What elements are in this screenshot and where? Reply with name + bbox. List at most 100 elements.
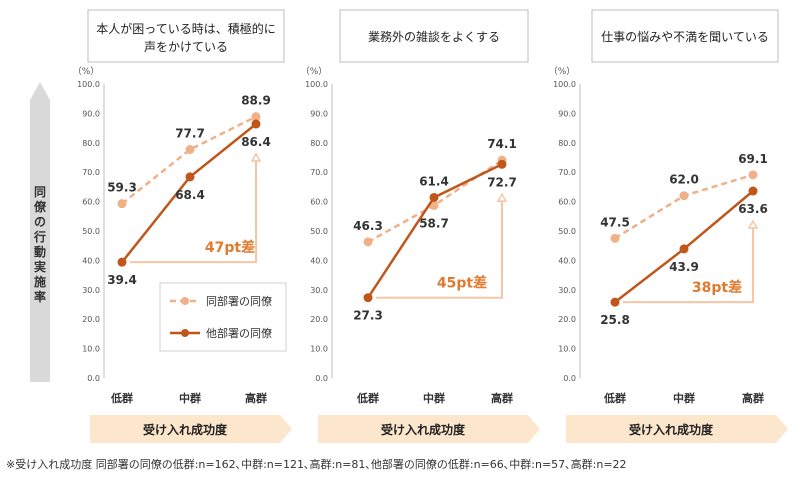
difference-arrow bbox=[376, 200, 503, 299]
y-tick-label: 100.0 bbox=[77, 80, 100, 89]
svg-text:業務外の雑談をよくする: 業務外の雑談をよくする bbox=[368, 29, 500, 44]
y-tick-label: 70.0 bbox=[558, 168, 576, 177]
difference-label: 45pt差 bbox=[437, 275, 487, 292]
difference-label: 47pt差 bbox=[205, 239, 255, 256]
y-tick-label: 60.0 bbox=[310, 198, 328, 207]
y-tick-label: 90.0 bbox=[558, 109, 576, 118]
svg-text:仕事の悩みや不満を聞いている: 仕事の悩みや不満を聞いている bbox=[601, 30, 769, 44]
data-point-other-dept bbox=[363, 293, 373, 303]
y-tick-label: 0.0 bbox=[315, 374, 328, 383]
data-label-other-dept: 25.8 bbox=[600, 313, 630, 327]
data-point-same-dept bbox=[117, 199, 127, 209]
y-axis-banner bbox=[30, 82, 50, 382]
svg-text:声をかけている: 声をかけている bbox=[144, 40, 228, 54]
legend-marker-same-dept bbox=[181, 297, 189, 305]
x-axis-title: 受け入れ成功度 bbox=[381, 422, 466, 437]
x-tick-label: 低群 bbox=[356, 391, 379, 405]
data-label-other-dept: 39.4 bbox=[107, 273, 137, 287]
y-tick-label: 40.0 bbox=[310, 256, 328, 265]
x-axis-banner bbox=[90, 415, 292, 443]
svg-text:率: 率 bbox=[34, 289, 46, 304]
panel-3: 仕事の悩みや不満を聞いている （%） 0.0 10.0 20.0 30.0 40.0 50.0… bbox=[549, 9, 788, 443]
data-point-same-dept bbox=[185, 145, 195, 155]
y-tick-label: 50.0 bbox=[82, 227, 100, 236]
data-point-other-dept bbox=[429, 192, 439, 202]
y-tick-label: 100.0 bbox=[553, 80, 576, 89]
data-label-other-dept: 61.4 bbox=[419, 174, 449, 188]
y-tick-label: 70.0 bbox=[310, 168, 328, 177]
svg-text:行: 行 bbox=[33, 229, 46, 244]
data-label-same-dept: 46.3 bbox=[353, 219, 383, 233]
x-tick-label: 低群 bbox=[110, 391, 133, 405]
svg-text:実: 実 bbox=[34, 259, 46, 274]
y-tick-label: 80.0 bbox=[558, 139, 576, 148]
x-tick-label: 中群 bbox=[673, 391, 695, 405]
y-tick-label: 0.0 bbox=[87, 374, 100, 383]
legend-label-other-dept: 他部署の同僚 bbox=[206, 326, 272, 340]
y-tick-label: 100.0 bbox=[305, 80, 328, 89]
data-label-other-dept: 27.3 bbox=[353, 309, 383, 323]
data-point-same-dept bbox=[748, 170, 758, 180]
data-label-other-dept: 63.6 bbox=[738, 202, 768, 216]
data-label-same-dept: 47.5 bbox=[600, 215, 630, 229]
svg-text:施: 施 bbox=[34, 274, 46, 289]
legend-marker-other-dept bbox=[181, 329, 189, 337]
y-tick-label: 30.0 bbox=[82, 286, 100, 295]
y-tick-label: 10.0 bbox=[558, 345, 576, 354]
x-tick-label: 高群 bbox=[245, 391, 267, 405]
y-tick-label: 70.0 bbox=[82, 168, 100, 177]
y-tick-label: 40.0 bbox=[82, 256, 100, 265]
data-label-same-dept: 62.0 bbox=[669, 173, 699, 187]
data-label-same-dept: 74.1 bbox=[487, 137, 517, 151]
data-label-other-dept: 72.7 bbox=[487, 175, 517, 189]
x-tick-label: 中群 bbox=[179, 391, 201, 405]
y-tick-label: 10.0 bbox=[82, 345, 100, 354]
y-tick-label: 30.0 bbox=[558, 286, 576, 295]
y-tick-label: 80.0 bbox=[310, 139, 328, 148]
data-label-same-dept: 59.3 bbox=[107, 181, 137, 195]
y-tick-label: 90.0 bbox=[310, 109, 328, 118]
difference-arrow-head bbox=[496, 192, 508, 203]
svg-text:動: 動 bbox=[34, 244, 46, 259]
difference-arrow-head bbox=[250, 152, 262, 162]
y-tick-label: 0.0 bbox=[563, 374, 576, 383]
y-tick-label: 40.0 bbox=[558, 256, 576, 265]
data-label-same-dept: 58.7 bbox=[419, 216, 449, 230]
x-tick-label: 中群 bbox=[423, 391, 445, 405]
svg-text:僚: 僚 bbox=[33, 199, 47, 214]
data-point-other-dept bbox=[117, 257, 127, 267]
y-tick-label: 30.0 bbox=[310, 286, 328, 295]
data-point-other-dept bbox=[185, 172, 195, 182]
difference-label: 38pt差 bbox=[692, 279, 742, 296]
y-tick-label: 60.0 bbox=[558, 198, 576, 207]
y-tick-label: 90.0 bbox=[82, 109, 100, 118]
data-label-other-dept: 43.9 bbox=[669, 260, 699, 274]
x-axis-banner bbox=[566, 415, 788, 443]
y-tick-label: 20.0 bbox=[310, 315, 328, 324]
data-label-other-dept: 68.4 bbox=[175, 188, 205, 202]
unit-label: （%） bbox=[301, 66, 328, 77]
y-tick-label: 50.0 bbox=[558, 227, 576, 236]
data-point-other-dept bbox=[679, 244, 689, 254]
svg-text:本人が困っている時は、積極的に: 本人が困っている時は、積極的に bbox=[96, 21, 275, 36]
difference-arrow bbox=[130, 159, 257, 264]
panel-title: 仕事の悩みや不満を聞いている bbox=[601, 30, 769, 44]
panel-title-box bbox=[339, 9, 529, 63]
data-label-same-dept: 88.9 bbox=[241, 94, 271, 108]
legend-label-same-dept: 同部署の同僚 bbox=[206, 294, 272, 308]
x-tick-label: 高群 bbox=[742, 391, 764, 405]
unit-label: （%） bbox=[549, 66, 576, 77]
data-label-other-dept: 86.4 bbox=[241, 135, 271, 149]
unit-label: （%） bbox=[73, 66, 100, 77]
svg-text:の: の bbox=[34, 215, 46, 229]
panel-title: 業務外の雑談をよくする bbox=[368, 29, 500, 44]
y-tick-label: 10.0 bbox=[310, 345, 328, 354]
y-tick-label: 60.0 bbox=[82, 198, 100, 207]
data-point-other-dept bbox=[251, 119, 261, 129]
data-point-same-dept bbox=[610, 233, 620, 243]
data-point-other-dept bbox=[497, 159, 507, 169]
